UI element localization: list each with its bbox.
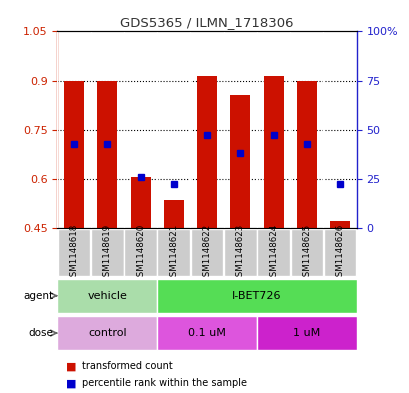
Text: ■: ■ xyxy=(65,378,76,388)
Bar xyxy=(124,229,157,276)
Bar xyxy=(91,229,123,276)
Text: control: control xyxy=(88,328,126,338)
Text: GSM1148619: GSM1148619 xyxy=(103,224,112,281)
Bar xyxy=(197,75,216,228)
Text: transformed count: transformed count xyxy=(82,361,172,371)
Text: GSM1148620: GSM1148620 xyxy=(136,223,145,282)
Bar xyxy=(157,229,190,276)
Text: I-BET726: I-BET726 xyxy=(231,291,281,301)
Text: GSM1148618: GSM1148618 xyxy=(70,223,79,282)
Bar xyxy=(58,229,90,276)
Bar xyxy=(190,229,223,276)
Bar xyxy=(164,200,183,228)
Title: GDS5365 / ILMN_1718306: GDS5365 / ILMN_1718306 xyxy=(120,16,293,29)
Text: GSM1148621: GSM1148621 xyxy=(169,223,178,282)
Text: ■: ■ xyxy=(65,361,76,371)
Text: GSM1148623: GSM1148623 xyxy=(235,223,244,282)
Text: agent: agent xyxy=(23,291,53,301)
Text: 1 uM: 1 uM xyxy=(292,328,320,338)
Text: dose: dose xyxy=(28,328,53,338)
Bar xyxy=(157,316,256,350)
Text: GSM1148626: GSM1148626 xyxy=(335,223,344,282)
Text: 0.1 uM: 0.1 uM xyxy=(188,328,225,338)
Text: vehicle: vehicle xyxy=(87,291,127,301)
Bar xyxy=(57,279,157,312)
Bar xyxy=(290,229,322,276)
Bar xyxy=(130,177,150,228)
Bar xyxy=(223,229,256,276)
Text: GSM1148625: GSM1148625 xyxy=(301,223,310,282)
Text: GSM1148624: GSM1148624 xyxy=(268,223,277,282)
Bar xyxy=(256,229,289,276)
Bar xyxy=(64,81,84,228)
Text: percentile rank within the sample: percentile rank within the sample xyxy=(82,378,246,388)
Bar xyxy=(57,316,157,350)
Bar xyxy=(263,75,283,228)
Bar xyxy=(256,316,356,350)
Text: GSM1148622: GSM1148622 xyxy=(202,223,211,282)
Bar xyxy=(329,221,349,228)
Bar xyxy=(296,81,316,228)
Bar xyxy=(97,81,117,228)
Bar xyxy=(323,229,355,276)
Bar xyxy=(230,95,249,228)
Bar xyxy=(157,279,356,312)
